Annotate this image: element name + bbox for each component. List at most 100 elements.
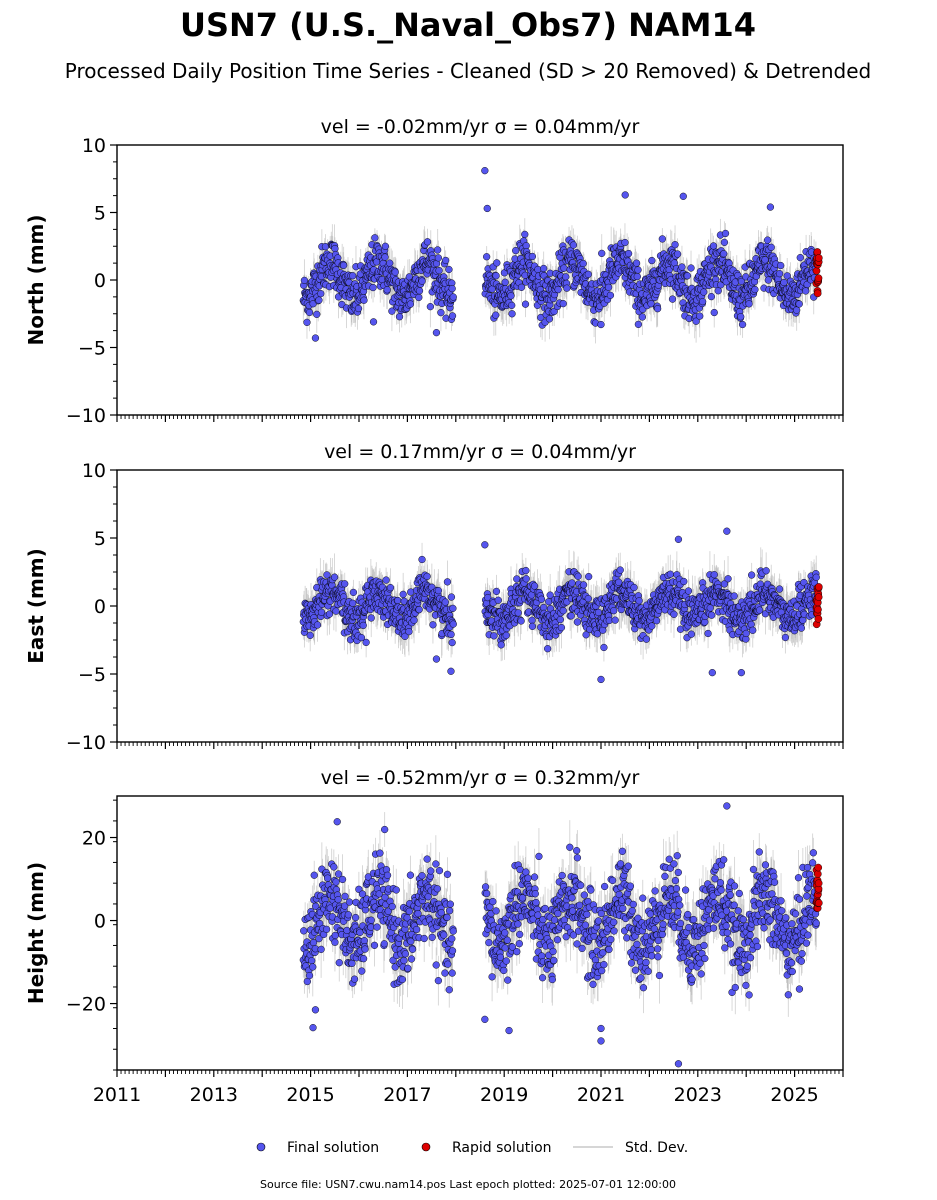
- final-point: [306, 631, 314, 639]
- final-point: [315, 296, 323, 304]
- final-point: [632, 259, 641, 267]
- final-point: [434, 586, 443, 595]
- final-point: [513, 575, 521, 583]
- final-point-outlier: [679, 192, 687, 200]
- rapid-point: [812, 267, 821, 275]
- final-point: [579, 259, 587, 268]
- final-point: [600, 643, 608, 652]
- final-point: [793, 306, 801, 314]
- final-point: [720, 250, 728, 258]
- final-point: [394, 596, 402, 605]
- final-point: [528, 616, 536, 624]
- final-point: [584, 594, 592, 603]
- final-point: [568, 579, 576, 587]
- final-point: [559, 607, 567, 615]
- final-point: [537, 595, 546, 603]
- final-point: [648, 256, 656, 265]
- final-point: [371, 234, 379, 242]
- final-point: [738, 320, 747, 329]
- final-point: [647, 300, 655, 308]
- rapid-point: [814, 274, 823, 282]
- final-point: [418, 555, 426, 564]
- final-point: [494, 596, 502, 604]
- final-point: [360, 296, 368, 304]
- final-point: [426, 303, 435, 311]
- final-point: [367, 614, 375, 622]
- final-point: [720, 238, 729, 246]
- final-point: [579, 581, 588, 589]
- final-point: [305, 308, 314, 317]
- final-point: [386, 583, 395, 592]
- final-point: [573, 618, 582, 626]
- final-point: [751, 285, 759, 294]
- final-point: [634, 320, 643, 329]
- final-point: [313, 621, 322, 629]
- final-point: [497, 641, 505, 649]
- final-point: [349, 272, 357, 280]
- figure-title: USN7 (U.S._Naval_Obs7) NAM14: [180, 6, 756, 44]
- y-tick-label: 0: [94, 270, 106, 292]
- final-point: [521, 300, 530, 308]
- final-point: [512, 246, 520, 255]
- final-point: [540, 264, 548, 273]
- final-point: [559, 300, 567, 308]
- final-point: [502, 631, 510, 639]
- final-point-outlier: [311, 334, 320, 342]
- panel-title: vel = 0.17mm/yr σ = 0.04mm/yr: [324, 441, 636, 463]
- rapid-point: [813, 289, 822, 298]
- final-point: [490, 632, 498, 640]
- final-point: [441, 598, 449, 606]
- rapid-point: [814, 254, 823, 262]
- final-point: [325, 610, 334, 618]
- final-point: [775, 270, 784, 278]
- final-point: [598, 249, 606, 257]
- final-point: [313, 310, 321, 318]
- final-point: [357, 633, 366, 642]
- final-point: [508, 310, 516, 318]
- final-point: [562, 273, 570, 281]
- final-point: [391, 268, 399, 276]
- final-point: [434, 246, 442, 254]
- panel-title: vel = -0.02mm/yr σ = 0.04mm/yr: [321, 116, 640, 138]
- final-point: [507, 292, 515, 300]
- final-point: [437, 309, 445, 317]
- y-tick-label: 10: [82, 135, 106, 157]
- final-point: [442, 256, 450, 265]
- final-point: [574, 572, 582, 580]
- y-tick-label: −5: [78, 338, 106, 360]
- final-point: [429, 621, 437, 629]
- final-point: [546, 591, 554, 599]
- final-point: [545, 315, 554, 323]
- final-point: [780, 278, 788, 287]
- final-point: [410, 616, 418, 624]
- final-point: [763, 236, 772, 244]
- final-point: [395, 313, 404, 321]
- final-point: [418, 277, 426, 285]
- final-point: [501, 278, 509, 286]
- final-point: [362, 638, 370, 647]
- final-point: [556, 615, 564, 624]
- final-point-outlier: [432, 329, 441, 337]
- final-point: [435, 266, 443, 275]
- final-point: [745, 300, 753, 308]
- final-point: [687, 264, 695, 272]
- rapid-solution-points: [812, 248, 823, 298]
- y-tick-label: 5: [94, 203, 106, 225]
- final-point: [341, 580, 349, 588]
- final-point: [330, 573, 339, 581]
- final-point: [783, 272, 791, 280]
- final-point: [522, 575, 530, 583]
- final-point: [528, 252, 537, 261]
- final-point: [445, 265, 453, 274]
- final-point: [668, 295, 677, 303]
- final-point-outlier: [483, 204, 491, 213]
- final-point: [707, 293, 715, 301]
- panels: vel = -0.02mm/yr σ = 0.04mm/yr North (mm)…: [24, 116, 844, 1106]
- final-point: [737, 313, 745, 321]
- final-point: [802, 287, 810, 295]
- final-point: [621, 238, 629, 247]
- final-point: [340, 261, 348, 269]
- final-point: [449, 620, 457, 628]
